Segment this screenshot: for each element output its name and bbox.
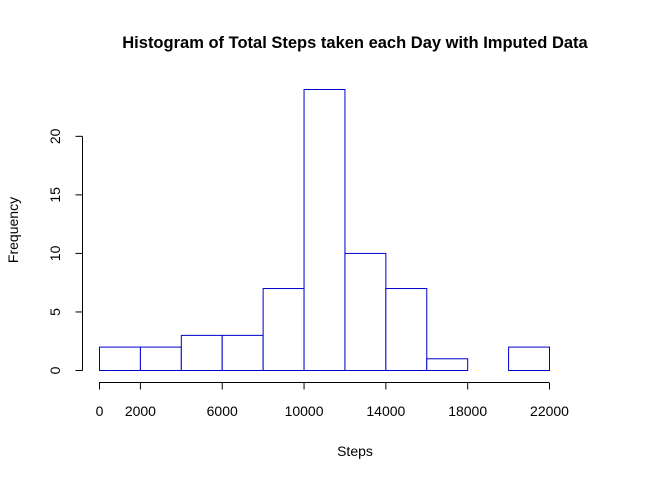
x-axis-label: Steps	[337, 443, 373, 459]
histogram-bar	[508, 346, 551, 372]
chart-title: Histogram of Total Steps taken each Day …	[122, 34, 588, 52]
histogram-bar	[180, 334, 223, 371]
x-axis: 0 2000 6000 10000 14000 18000 22000	[96, 382, 569, 419]
histogram-bar	[385, 288, 428, 371]
x-tick-label: 10000	[285, 403, 324, 419]
y-tick-label: 20	[47, 128, 63, 144]
x-tick-label: 14000	[366, 403, 405, 419]
histogram-bar	[303, 89, 346, 371]
y-axis: 0 5 10 15 20	[47, 128, 83, 374]
x-tick-label: 2000	[125, 403, 156, 419]
x-tick-label: 6000	[207, 403, 238, 419]
x-tick-label: 22000	[530, 403, 569, 419]
x-tick-label: 18000	[448, 403, 487, 419]
y-tick-label: 15	[47, 187, 63, 203]
histogram-bar	[344, 252, 387, 372]
y-axis-label: Frequency	[5, 197, 21, 263]
y-tick-label: 10	[47, 245, 63, 261]
bars-group	[99, 89, 551, 372]
y-tick-label: 5	[47, 308, 63, 316]
x-tick-label: 0	[96, 403, 104, 419]
histogram-bar	[99, 346, 141, 372]
histogram-bar	[139, 346, 182, 372]
y-tick-label: 0	[47, 366, 63, 374]
histogram-bar	[262, 288, 305, 371]
histogram-bar	[221, 334, 264, 371]
histogram-bar	[426, 358, 469, 371]
